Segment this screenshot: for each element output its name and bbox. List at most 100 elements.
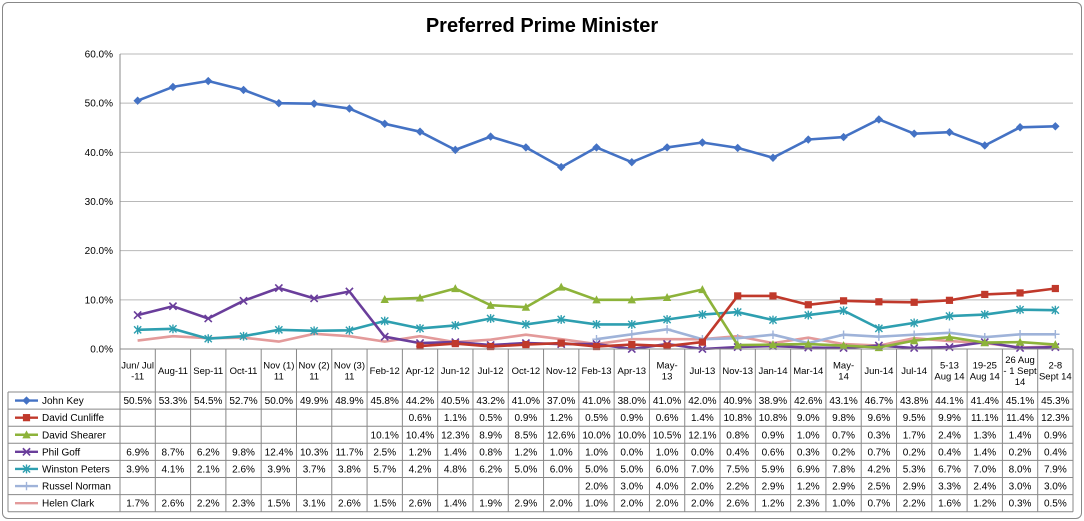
data-label: 1.7% <box>903 430 926 441</box>
data-label: 5.9% <box>762 464 785 475</box>
legend-label: Helen Clark <box>42 499 95 510</box>
data-label: 12.6% <box>547 430 575 441</box>
data-label: 1.4% <box>444 447 467 458</box>
data-point <box>274 98 284 108</box>
data-label: 48.9% <box>335 396 363 407</box>
data-point <box>839 306 848 316</box>
data-point <box>768 315 778 325</box>
data-label: 2.6% <box>232 464 255 475</box>
data-point <box>733 143 742 153</box>
data-label: 0.5% <box>585 413 608 424</box>
data-label: 2.0% <box>691 499 714 510</box>
data-label: 0.4% <box>1044 447 1067 458</box>
data-label: 0.6% <box>409 413 432 424</box>
data-label: 41.0% <box>512 396 540 407</box>
category-label: Oct-12 <box>512 366 541 377</box>
data-label: 2.0% <box>585 482 608 493</box>
data-label: 49.9% <box>300 396 328 407</box>
data-point <box>451 284 460 293</box>
series-line <box>596 328 1056 345</box>
data-label: 3.9% <box>126 464 149 475</box>
data-point <box>733 307 742 317</box>
data-label: 8.0% <box>1009 464 1032 475</box>
data-label: 9.0% <box>797 413 820 424</box>
y-axis: 0.0% 10.0% 20.0% 30.0% 40.0% 50.0% 60.0% <box>85 50 121 356</box>
data-point <box>627 157 636 167</box>
data-label: 5.0% <box>585 464 608 475</box>
data-point <box>22 464 31 474</box>
category-label: Sep-11 <box>193 366 223 377</box>
data-point <box>557 282 566 291</box>
data-table: Jun/ Jul-11 Aug-11 Sep-11 Oct-11 Nov (1)11No… <box>7 348 1074 513</box>
data-point <box>627 320 636 329</box>
data-label: 0.9% <box>620 413 643 424</box>
data-point <box>945 311 954 321</box>
data-label: 42.6% <box>794 396 822 407</box>
category-label: Aug 14 <box>934 372 964 383</box>
data-point <box>980 141 989 150</box>
data-label: 8.9% <box>479 430 502 441</box>
data-label: 6.9% <box>797 464 820 475</box>
data-label: 1.2% <box>515 447 538 458</box>
data-point <box>133 310 142 320</box>
data-label: 12.1% <box>688 430 716 441</box>
data-label: 44.1% <box>935 396 963 407</box>
data-label: 1.2% <box>797 482 820 493</box>
data-point <box>1015 305 1025 315</box>
data-label: 9.9% <box>938 413 961 424</box>
data-point <box>804 339 813 348</box>
category-label: 5-13 <box>940 361 959 372</box>
data-point <box>875 298 883 306</box>
data-point <box>1051 284 1059 293</box>
data-label: 45.3% <box>1041 396 1069 407</box>
data-label: 1.0% <box>797 430 820 441</box>
data-point <box>486 300 495 309</box>
data-label: 1.0% <box>550 447 573 458</box>
data-label: 3.8% <box>338 464 361 475</box>
data-label: 1.0% <box>585 447 608 458</box>
data-label: 8.5% <box>515 430 538 441</box>
data-point <box>804 301 812 309</box>
data-label: 2.5% <box>867 482 890 493</box>
data-label: 1.5% <box>373 499 396 510</box>
data-point <box>274 283 283 293</box>
data-point <box>133 96 142 105</box>
data-label: 6.2% <box>479 464 502 475</box>
category-label: Nov (2) <box>299 361 330 372</box>
data-point <box>839 341 848 350</box>
series-winston-peters <box>133 305 1060 344</box>
data-label: 11.1% <box>971 413 999 424</box>
data-label: 41.0% <box>653 396 681 407</box>
data-label: 0.7% <box>832 430 855 441</box>
category-label: Jul-13 <box>689 366 715 377</box>
data-point <box>627 295 636 304</box>
legend-label: David Shearer <box>42 430 107 441</box>
category-label: Jun-12 <box>441 366 470 377</box>
y-tick-label: 40.0% <box>85 148 113 159</box>
data-point <box>980 310 989 319</box>
data-label: 7.5% <box>726 464 749 475</box>
data-label: 10.4% <box>406 430 434 441</box>
data-label: 0.6% <box>762 447 785 458</box>
data-label: 2.1% <box>197 464 220 475</box>
data-label: 0.2% <box>1009 447 1032 458</box>
data-label: 5.0% <box>515 464 538 475</box>
data-label: 1.0% <box>832 499 855 510</box>
series-russel-norman <box>592 325 1060 348</box>
data-point <box>487 342 495 351</box>
data-point <box>1015 123 1025 132</box>
data-point <box>168 324 178 334</box>
data-point <box>592 342 601 351</box>
data-point <box>22 396 31 405</box>
data-point <box>662 143 672 152</box>
data-point <box>557 162 566 172</box>
data-point <box>592 334 601 344</box>
data-label: 2.4% <box>938 430 961 441</box>
data-label: 1.5% <box>267 499 290 510</box>
category-label: Nov (1) <box>263 361 294 372</box>
data-label: 3.9% <box>267 464 290 475</box>
category-label: Jul-12 <box>478 366 504 377</box>
data-point <box>22 447 31 457</box>
category-label: 26 Aug <box>1005 355 1035 366</box>
